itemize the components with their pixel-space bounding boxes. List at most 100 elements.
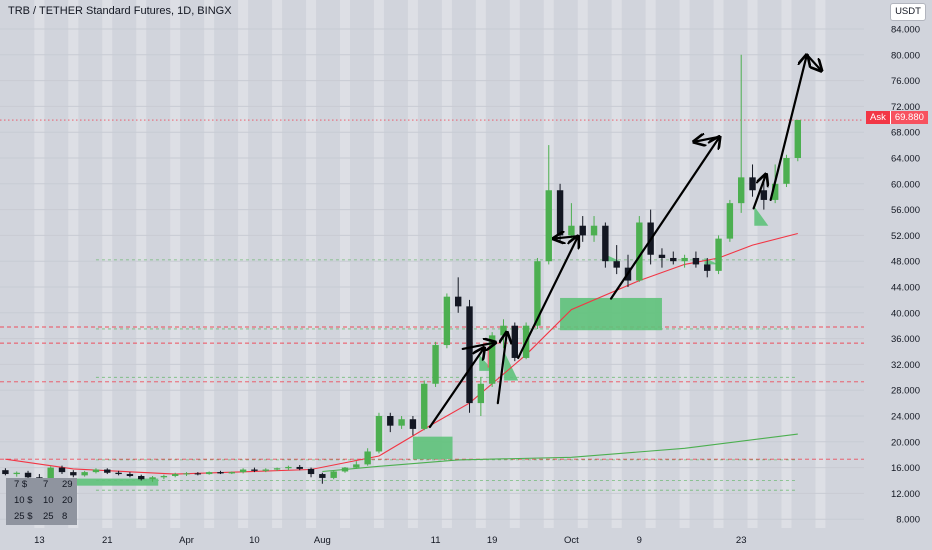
session-band xyxy=(136,0,147,528)
candle-body xyxy=(568,225,575,236)
candle-body xyxy=(319,474,326,478)
y-axis-tick-label: 80.000 xyxy=(891,50,920,61)
session-band xyxy=(102,0,113,528)
stats-row: 25 $ 25 8 xyxy=(6,510,77,525)
stats-table: 7 $ 7 29 10 $ 10 20 25 $ 25 8 xyxy=(6,478,77,525)
session-band xyxy=(407,0,418,528)
trend-arrow xyxy=(805,53,822,71)
x-axis-tick-label: Aug xyxy=(314,535,331,546)
session-band xyxy=(747,0,758,528)
zone-marker xyxy=(704,257,719,265)
y-axis-tick-label: 68.000 xyxy=(891,128,920,139)
candle-body xyxy=(511,325,518,358)
candle-body xyxy=(353,464,360,468)
candle-body xyxy=(149,477,156,480)
candle-body xyxy=(13,472,20,475)
trend-arrow xyxy=(769,55,807,202)
candle-body xyxy=(670,257,677,262)
session-band xyxy=(238,0,249,528)
candle-body xyxy=(126,474,134,476)
candle-body xyxy=(715,238,722,271)
session-band xyxy=(306,0,317,528)
candle-body xyxy=(115,472,122,475)
candle-body xyxy=(409,419,417,429)
ask-label: Ask xyxy=(866,111,890,124)
candle-body xyxy=(783,158,790,184)
candle-body xyxy=(545,190,552,262)
candle-body xyxy=(794,119,801,158)
candle-body xyxy=(443,296,451,346)
stats-cell: 7 $ xyxy=(14,479,28,490)
y-axis-tick-label: 64.000 xyxy=(891,154,920,165)
session-band xyxy=(204,0,215,528)
candle-body xyxy=(432,345,439,384)
candle-body xyxy=(273,468,281,470)
session-band xyxy=(509,0,520,528)
candle-body xyxy=(205,472,213,475)
x-axis-tick-label: 23 xyxy=(736,535,747,546)
stats-cell: 20 xyxy=(62,495,73,506)
candle-body xyxy=(613,261,620,268)
candle-body xyxy=(726,203,734,239)
x-axis-tick-label: Apr xyxy=(179,535,194,546)
y-axis-tick-label: 52.000 xyxy=(891,231,920,242)
trend-arrow xyxy=(752,174,766,210)
x-axis-tick-label: 21 xyxy=(102,535,113,546)
x-axis-tick-label: 11 xyxy=(431,535,441,546)
y-axis-tick-label: 8.000 xyxy=(896,515,920,526)
y-axis-tick-label: 12.000 xyxy=(891,489,920,500)
trend-arrow xyxy=(609,137,720,300)
ask-price-badge: Ask 69.880 xyxy=(866,111,928,124)
zone-marker xyxy=(504,351,519,381)
y-axis-tick-label: 60.000 xyxy=(891,179,920,190)
demand-zone xyxy=(560,297,662,331)
candle-body xyxy=(534,261,541,326)
candle-body xyxy=(455,296,462,307)
candle-body xyxy=(738,177,745,204)
stats-cell: 25 $ xyxy=(14,511,33,522)
y-axis-tick-label: 76.000 xyxy=(891,76,920,87)
session-band xyxy=(815,0,826,528)
candle-body xyxy=(262,469,269,471)
candle-body xyxy=(477,383,485,404)
x-axis-tick-label: 19 xyxy=(487,535,498,546)
candle-body xyxy=(239,469,247,473)
candle-body xyxy=(330,471,337,478)
candle-body xyxy=(104,469,111,473)
x-axis-tick-label: 10 xyxy=(249,535,260,546)
session-band xyxy=(340,0,350,528)
stats-cell: 25 xyxy=(43,511,54,522)
trend-arrow xyxy=(461,342,496,348)
candle-body xyxy=(636,222,643,281)
y-axis-tick-label: 28.000 xyxy=(891,386,920,397)
candle-body xyxy=(760,190,768,200)
y-axis-tick-label: 56.000 xyxy=(891,205,920,216)
currency-button[interactable]: USDT xyxy=(890,3,926,21)
candle-body xyxy=(296,466,303,469)
trend-arrow xyxy=(428,348,484,429)
candle-body xyxy=(488,335,496,384)
candle-body xyxy=(138,475,145,480)
candle-body xyxy=(58,467,66,473)
stats-cell: 8 xyxy=(62,511,68,522)
trend-arrow xyxy=(496,332,507,405)
ask-value: 69.880 xyxy=(889,111,928,124)
candle-body xyxy=(692,257,700,265)
session-band xyxy=(68,0,79,528)
stats-row: 7 $ 7 29 xyxy=(6,478,77,493)
y-axis-tick-label: 24.000 xyxy=(891,412,920,423)
candle-body xyxy=(92,469,100,473)
candle-body xyxy=(556,190,564,236)
candle-body xyxy=(398,419,405,426)
session-band xyxy=(373,0,384,528)
session-band xyxy=(441,0,452,528)
session-band xyxy=(577,0,588,528)
x-axis-tick-label: 9 xyxy=(637,535,642,546)
x-axis-tick-label: 13 xyxy=(34,535,45,546)
candle-body xyxy=(81,472,88,476)
session-band xyxy=(34,0,45,528)
y-axis-tick-label: 20.000 xyxy=(891,437,920,448)
